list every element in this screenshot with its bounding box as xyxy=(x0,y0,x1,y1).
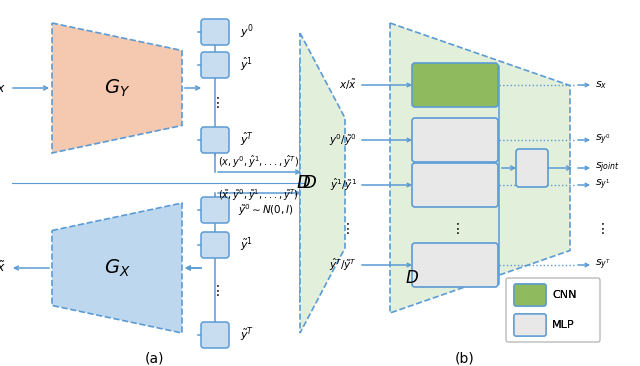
FancyBboxPatch shape xyxy=(412,163,498,207)
Text: $\hat{y}^1$: $\hat{y}^1$ xyxy=(240,56,253,74)
Text: $\tilde{y}^1$: $\tilde{y}^1$ xyxy=(240,236,253,254)
Text: $\tilde{x}$: $\tilde{x}$ xyxy=(0,261,6,275)
Text: $\vdots$: $\vdots$ xyxy=(595,220,605,235)
Text: MLP: MLP xyxy=(552,320,575,330)
Text: (b): (b) xyxy=(455,351,475,365)
FancyBboxPatch shape xyxy=(514,284,546,306)
Text: $\vdots$: $\vdots$ xyxy=(210,283,220,298)
FancyBboxPatch shape xyxy=(201,232,229,258)
FancyBboxPatch shape xyxy=(201,127,229,153)
Text: $y^0/\tilde{y}^0$: $y^0/\tilde{y}^0$ xyxy=(330,132,357,148)
Text: $x$: $x$ xyxy=(0,82,6,94)
Polygon shape xyxy=(52,23,182,153)
FancyBboxPatch shape xyxy=(412,63,498,107)
Text: $\tilde{y}^T$: $\tilde{y}^T$ xyxy=(240,326,254,344)
Text: $\vdots$: $\vdots$ xyxy=(210,96,220,111)
FancyBboxPatch shape xyxy=(412,118,498,162)
Text: $s_{joint}$: $s_{joint}$ xyxy=(595,161,620,175)
FancyBboxPatch shape xyxy=(201,19,229,45)
Text: $\vdots$: $\vdots$ xyxy=(340,220,350,235)
FancyBboxPatch shape xyxy=(201,197,229,223)
Polygon shape xyxy=(300,63,310,303)
Text: CNN: CNN xyxy=(552,290,577,300)
Text: $G_Y$: $G_Y$ xyxy=(104,77,130,99)
Text: $s_{y^T}$: $s_{y^T}$ xyxy=(595,258,611,272)
FancyBboxPatch shape xyxy=(514,314,546,336)
Text: $D$: $D$ xyxy=(296,174,310,192)
Text: $s_x$: $s_x$ xyxy=(595,79,607,91)
Text: $\hat{y}^1/\tilde{y}^1$: $\hat{y}^1/\tilde{y}^1$ xyxy=(330,177,357,193)
Text: MLP: MLP xyxy=(552,320,575,330)
Text: $\hat{y}^T/\tilde{y}^T$: $\hat{y}^T/\tilde{y}^T$ xyxy=(329,257,357,273)
Text: CNN: CNN xyxy=(552,290,577,300)
Text: $(x, y^0, \hat{y}^1, ..., \hat{y}^T)$: $(x, y^0, \hat{y}^1, ..., \hat{y}^T)$ xyxy=(218,154,300,170)
Polygon shape xyxy=(52,203,182,333)
Text: $\vdots$: $\vdots$ xyxy=(450,220,460,235)
FancyBboxPatch shape xyxy=(516,149,548,187)
Text: $\hat{y}^T$: $\hat{y}^T$ xyxy=(240,131,254,149)
FancyBboxPatch shape xyxy=(201,52,229,78)
FancyBboxPatch shape xyxy=(514,284,546,306)
Text: (a): (a) xyxy=(145,351,164,365)
Text: $D$: $D$ xyxy=(405,269,419,287)
FancyBboxPatch shape xyxy=(412,243,498,287)
Text: $G_X$: $G_X$ xyxy=(104,257,131,279)
FancyBboxPatch shape xyxy=(514,314,546,336)
Text: $D$: $D$ xyxy=(303,174,317,192)
Text: $s_{y^0}$: $s_{y^0}$ xyxy=(595,133,611,147)
Text: $s_{y^1}$: $s_{y^1}$ xyxy=(595,178,611,192)
Polygon shape xyxy=(390,23,570,313)
FancyBboxPatch shape xyxy=(506,278,600,342)
FancyBboxPatch shape xyxy=(201,322,229,348)
Text: $\tilde{y}^0{\sim}N(0,I)$: $\tilde{y}^0{\sim}N(0,I)$ xyxy=(238,202,294,218)
Polygon shape xyxy=(300,33,345,333)
Text: $y^0$: $y^0$ xyxy=(240,23,253,41)
Text: $x/\tilde{x}$: $x/\tilde{x}$ xyxy=(339,78,357,92)
Text: $(\tilde{x}, \tilde{y}^0, \tilde{y}^1, ..., \tilde{y}^T)$: $(\tilde{x}, \tilde{y}^0, \tilde{y}^1, .… xyxy=(218,187,299,203)
